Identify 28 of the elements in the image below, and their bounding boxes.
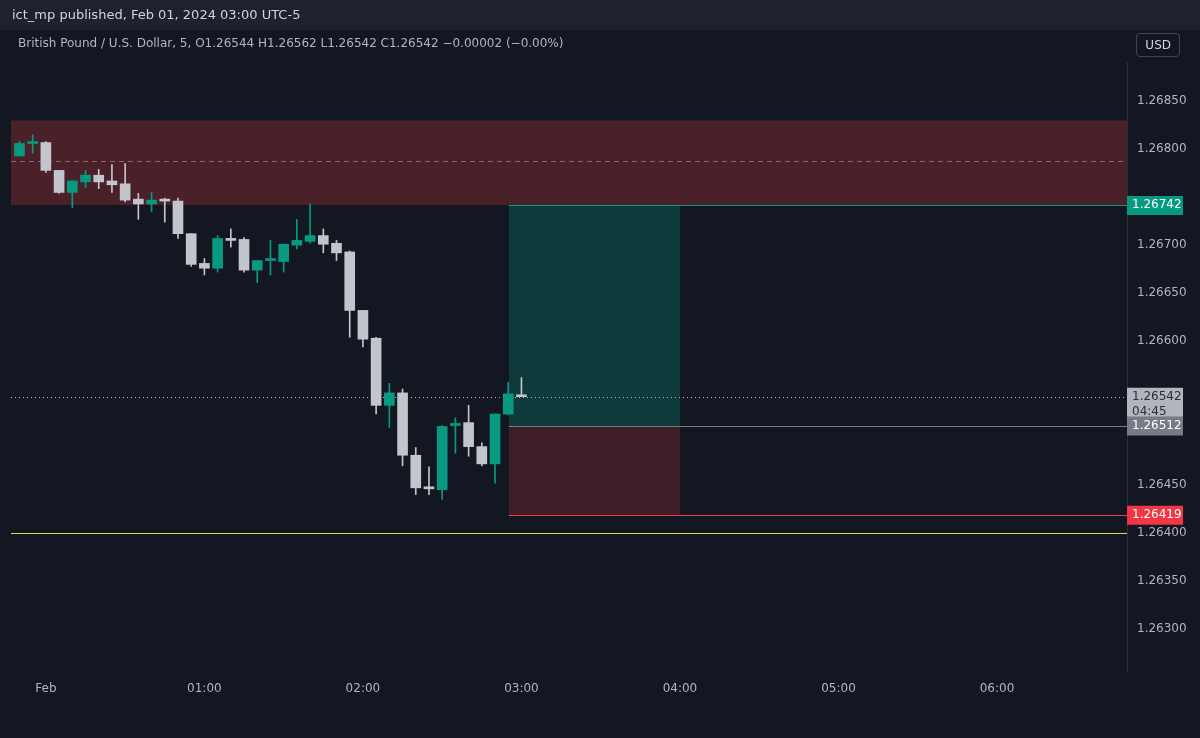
x-tick-label: 05:00 (821, 681, 856, 696)
y-tick-label: 1.26800 (1137, 141, 1187, 156)
text: USD (1136, 33, 1180, 57)
candlestick (291, 218, 303, 250)
y-tick-label: 1.26300 (1137, 620, 1187, 635)
x-tick-label: 03:00 (504, 681, 539, 696)
y-tick-label: 1.26850 (1137, 93, 1187, 108)
x-tick-label: 01:00 (187, 681, 222, 696)
y-tick-label: 1.26350 (1137, 573, 1187, 588)
ref-line-label: 1.26419 (1132, 506, 1182, 521)
x-tick-label: 04:00 (662, 681, 698, 696)
y-tick-label: 1.26400 (1137, 525, 1187, 540)
x-tick-label: Feb (35, 681, 57, 696)
candlestick (225, 228, 237, 248)
x-tick-label: 02:00 (345, 681, 381, 696)
y-tick-label: 1.26450 (1137, 477, 1187, 492)
chart-subtitle: ict_mp published, Feb 01, 2024 03:00 UTC-5 (0, 0, 1200, 30)
y-tick-label: 1.26600 (1137, 333, 1187, 348)
ref-line-label: 1.26542 04:45 (1132, 388, 1182, 418)
candlestick (423, 466, 435, 495)
y-tick-label: 1.26650 (1137, 285, 1187, 300)
chart-title: British Pound / U.S. Dollar, 5, O1.26544 H1.26562 L1.26542 C1.26542 −0.00002 (−0.00%) (18, 36, 564, 50)
candlestick (304, 203, 316, 244)
y-tick-label: 1.26700 (1137, 237, 1187, 252)
ref-line-label: 1.26742 (1132, 197, 1182, 212)
x-tick-label: 06:00 (979, 681, 1015, 696)
candlestick (27, 134, 38, 154)
ref-line-label: 1.26512 (1132, 417, 1182, 432)
